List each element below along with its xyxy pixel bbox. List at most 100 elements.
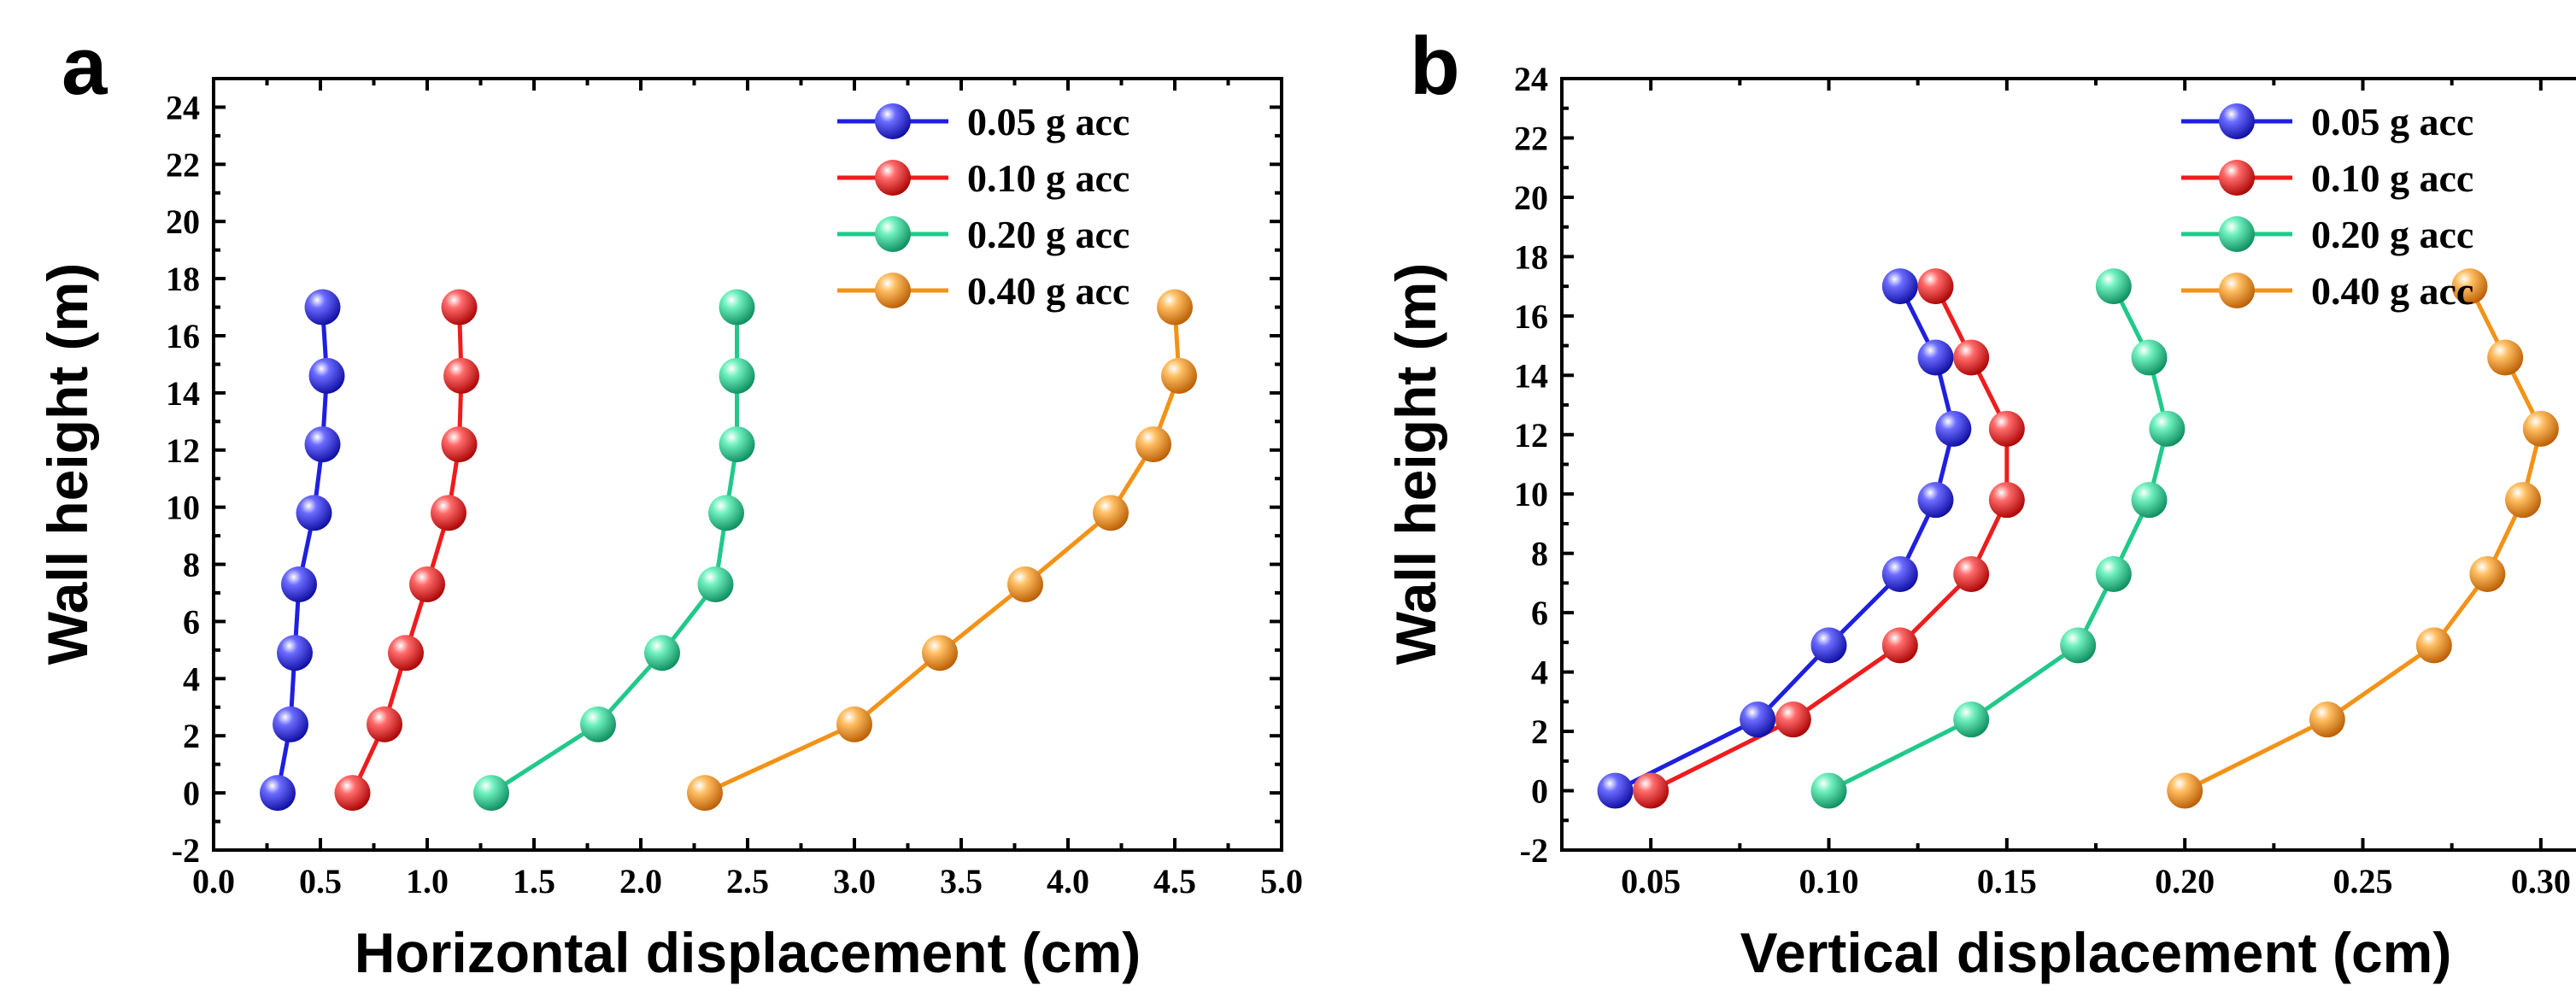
panel-b-x-tick-label: 0.15 (1977, 862, 2037, 900)
panel-a-y-tick-label: -2 (172, 831, 200, 870)
panel-b-y-tick-label: 8 (1531, 535, 1548, 573)
panel-b-y-tick-label: 0 (1531, 772, 1548, 811)
panel-b-y-tick-label: 22 (1514, 119, 1548, 157)
panel-a-series-3-point (719, 426, 755, 463)
panel-a-x-tick-label: 0.5 (299, 862, 342, 900)
panel-b-y-tick-label: -2 (1520, 831, 1548, 870)
panel-b-series-3-point (2095, 556, 2132, 593)
panel-b-series-1-point (1881, 268, 1918, 305)
panel-b-series-4-point (2487, 339, 2524, 376)
panel-b-series-2-point (1633, 772, 1669, 809)
panel-b-series-3-point (2131, 482, 2168, 519)
panel-a-x-tick-label: 3.5 (940, 862, 983, 900)
panel-b-y-tick-label: 18 (1514, 238, 1548, 276)
panel-b-series-4-point (2469, 556, 2506, 593)
panel-b-ticks: 0.05 0.10 0.15 0.20 0.25 0.30-202468101214161… (1514, 60, 2571, 900)
panel-a-series-1-point (273, 706, 308, 742)
panel-b-series-4-point (2415, 627, 2452, 664)
panel-a-series-2-point (441, 426, 478, 463)
panel-a-y-tick-label: 10 (166, 489, 200, 527)
panel-a-series-3-point (644, 635, 680, 672)
panel-a-x-tick-label: 2.0 (619, 862, 662, 900)
panel-a-ticks: 0.0 0.5 1.0 1.5 2.0 2.5 3.0 3.5 4.0 4.5 5.0-202468… (166, 79, 1303, 900)
panel-a-series (260, 289, 1197, 812)
panel-a-legend-marker-3 (875, 216, 911, 252)
panel-b-series-3-point (2131, 339, 2168, 376)
panel-a-x-tick-label: 1.5 (513, 862, 555, 900)
panel-a-series-3-point (719, 289, 755, 325)
panel-b-y-tick-label: 14 (1514, 356, 1548, 395)
panel-b-legend-label-4: 0.40 g acc (2311, 269, 2473, 313)
panel-a-series-4-point (922, 635, 958, 672)
panel-a-series-4-point (1093, 495, 1129, 531)
panel-a-y-tick-label: 12 (166, 431, 200, 470)
panel-a-x-axis-title: Horizontal displacement (cm) (355, 921, 1141, 984)
panel-a-series-1-point (304, 289, 341, 325)
panel-b-x-tick-label: 0.20 (2155, 862, 2215, 900)
panel-a: a 0.0 0.5 1.0 1.5 2.0 2.5 3.0 3.5 4.0 4.5 5.0-2024… (36, 21, 1303, 984)
panel-b-legend-marker-2 (2219, 160, 2255, 196)
panel-b-series-3-point (1953, 701, 1990, 738)
panel-a-x-tick-label: 5.0 (1260, 862, 1303, 900)
panel-b-series-3-point (2149, 410, 2186, 447)
panel-a-x-tick-label: 3.0 (833, 862, 876, 900)
panel-b-series-line-3 (1828, 284, 2169, 793)
panel-b-series-2-point (1775, 701, 1811, 738)
panel-a-y-tick-label: 6 (183, 602, 200, 641)
panel-b-y-tick-label: 12 (1514, 416, 1548, 455)
panel-b-series-line-4 (2184, 284, 2544, 793)
panel-b-series-4-point (2451, 268, 2488, 305)
panel-a-y-axis-title: Wall height (m) (36, 263, 99, 666)
panel-b-legend-label-1: 0.05 g acc (2311, 100, 2473, 144)
panel-b-y-tick-label: 2 (1531, 713, 1548, 751)
panel-a-series-2-point (431, 495, 466, 531)
panel-a-series-2-point (367, 706, 402, 742)
panel-a-y-tick-label: 8 (183, 546, 200, 584)
panel-b-legend-marker-1 (2219, 103, 2255, 139)
panel-b-series-2-point (1917, 268, 1954, 305)
panel-a-series-3-point (580, 706, 616, 742)
panel-a-y-tick-label: 14 (166, 374, 200, 413)
panel-b-y-tick-label: 10 (1514, 475, 1548, 513)
panel-b-series-2-point (1988, 410, 2025, 447)
panel-b-legend-label-3: 0.20 g acc (2311, 213, 2473, 256)
panel-a-series-3-point (697, 566, 734, 602)
panel-b-series (1597, 268, 2559, 809)
panel-b-series-1-point (1917, 339, 1954, 376)
panel-a-legend: 0.05 g acc 0.10 g acc 0.20 g acc 0.40 g acc (837, 100, 1130, 313)
panel-a-y-tick-label: 0 (183, 774, 200, 812)
panel-a-legend-marker-4 (875, 273, 911, 308)
panel-b-series-4-point (2309, 701, 2345, 738)
panel-a-letter: a (62, 21, 108, 112)
panel-a-legend-marker-2 (875, 160, 911, 196)
panel-b-letter: b (1410, 21, 1460, 112)
panel-b-y-tick-label: 24 (1514, 60, 1548, 98)
panel-a-y-tick-label: 4 (183, 660, 200, 698)
panel-b-series-3-point (2060, 627, 2097, 664)
panel-a-legend-label-4: 0.40 g acc (967, 269, 1130, 313)
panel-a-series-3-point (708, 495, 744, 531)
panel-b-series-4-point (2167, 772, 2203, 809)
panel-a-legend-label-1: 0.05 g acc (967, 100, 1130, 144)
panel-a-series-4-point (1157, 289, 1193, 325)
panel-a-series-2-point (441, 289, 478, 325)
panel-b-series-3-point (1810, 772, 1847, 809)
panel-a-series-2-point (443, 357, 479, 394)
panel-a-legend-label-2: 0.10 g acc (967, 156, 1130, 200)
panel-a-y-tick-label: 18 (166, 260, 200, 298)
panel-b-legend-marker-3 (2219, 216, 2255, 252)
panel-b-series-line-2 (1650, 284, 2010, 793)
panel-a-y-tick-label: 20 (166, 202, 200, 241)
panel-b-series-2-point (1953, 556, 1990, 593)
panel-a-x-tick-label: 4.5 (1153, 862, 1196, 900)
panel-b-series-4-point (2522, 410, 2559, 447)
panel-a-x-tick-label: 1.0 (406, 862, 449, 900)
panel-b-series-1-point (1740, 701, 1776, 738)
panel-b-x-axis-title: Vertical displacement (cm) (1740, 921, 2452, 984)
panel-a-series-1-point (260, 775, 296, 812)
panel-b-series-1-point (1917, 482, 1954, 519)
panel-a-series-2-point (334, 775, 371, 812)
panel-a-series-1-point (277, 635, 313, 672)
panel-b-series-1-point (1881, 556, 1918, 593)
panel-a-x-tick-label: 2.5 (726, 862, 769, 900)
